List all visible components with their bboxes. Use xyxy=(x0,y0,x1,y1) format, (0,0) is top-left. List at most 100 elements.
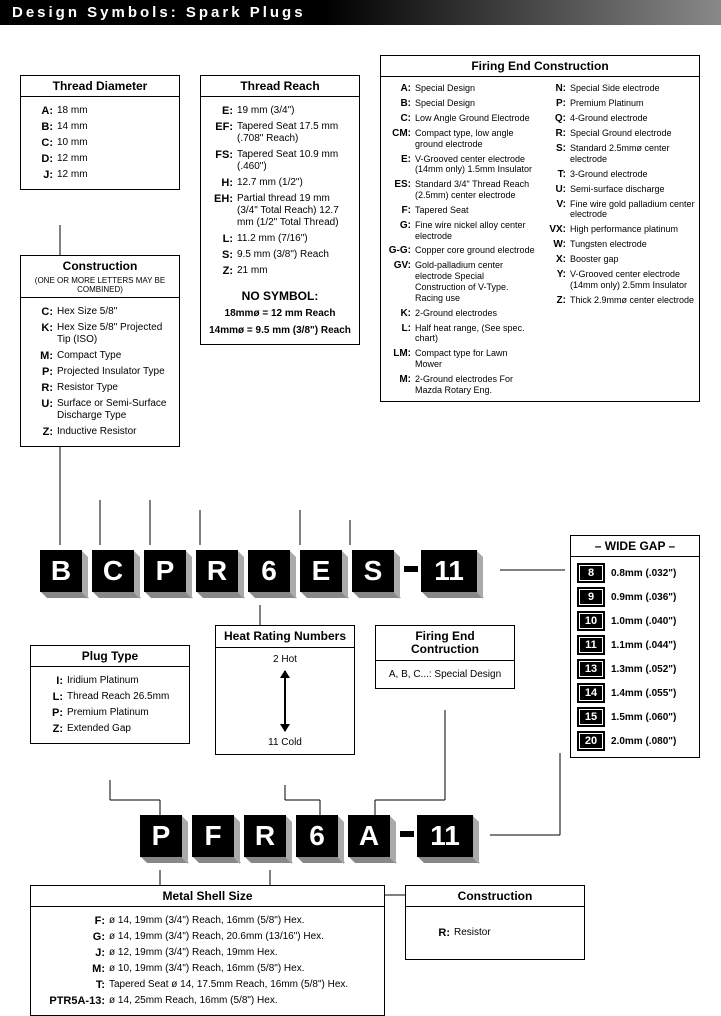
gap-code: 9 xyxy=(577,587,605,607)
gap-value: 1.0mm (.040") xyxy=(611,616,676,627)
metal-shell-box: Metal Shell Size F:ø 14, 19mm (3/4") Rea… xyxy=(30,885,385,1016)
item-value: Low Angle Ground Electrode xyxy=(415,113,536,124)
page-header: Design Symbols: Spark Plugs xyxy=(0,0,721,25)
item-key: L: xyxy=(39,691,67,703)
list-item: Z:Extended Gap xyxy=(39,721,181,737)
list-item: V:Fine wire gold palladium center electr… xyxy=(544,197,695,223)
item-key: W: xyxy=(544,239,570,250)
gap-code: 10 xyxy=(577,611,605,631)
code-letter: P xyxy=(144,550,186,592)
code-cube: 6 xyxy=(248,550,294,596)
code-example-1: BCPR6ES11 xyxy=(40,550,487,596)
item-key: Z: xyxy=(209,265,237,277)
item-key: U: xyxy=(29,398,57,410)
list-item: LM:Compact type for Lawn Mower xyxy=(385,346,536,372)
item-key: PTR5A-13: xyxy=(39,995,109,1007)
item-key: E: xyxy=(209,105,237,117)
item-key: U: xyxy=(544,184,570,195)
gap-code: 15 xyxy=(577,707,605,727)
list-item: PTR5A-13:ø 14, 25mm Reach, 16mm (5/8") H… xyxy=(39,993,376,1009)
item-value: Compact type for Lawn Mower xyxy=(415,348,536,370)
item-value: Tapered Seat ø 14, 17.5mm Reach, 16mm (5… xyxy=(109,979,376,991)
item-value: Hex Size 5/8" xyxy=(57,306,171,318)
code-letter: R xyxy=(244,815,286,857)
list-item: S:Standard 2.5mmø center electrode xyxy=(544,141,695,167)
list-item: X:Booster gap xyxy=(544,252,695,267)
item-key: CM: xyxy=(385,128,415,139)
code-cube: F xyxy=(192,815,238,861)
item-key: M: xyxy=(385,374,415,385)
firing-end-2-box: Firing End Contruction A, B, C...: Speci… xyxy=(375,625,515,689)
code-example-2: PFR6A11 xyxy=(140,815,483,861)
gap-row: 10 1.0mm (.040") xyxy=(571,609,699,633)
item-value: 18 mm xyxy=(57,105,171,117)
item-key: L: xyxy=(385,323,415,334)
item-key: C: xyxy=(29,137,57,149)
item-value: Thick 2.9mmø center electrode xyxy=(570,295,695,306)
item-value: 12 mm xyxy=(57,153,171,165)
list-item: Q:4-Ground electrode xyxy=(544,111,695,126)
plug-type-title: Plug Type xyxy=(31,646,189,667)
gap-value: 1.4mm (.055") xyxy=(611,688,676,699)
item-value: Tapered Seat 17.5 mm (.708" Reach) xyxy=(237,121,351,145)
list-item: C:Low Angle Ground Electrode xyxy=(385,111,536,126)
code-cube: R xyxy=(196,550,242,596)
item-value: Projected Insulator Type xyxy=(57,366,171,378)
code-letter: 11 xyxy=(421,550,477,592)
list-item: K:Hex Size 5/8" Projected Tip (ISO) xyxy=(29,320,171,348)
item-value: Special Design xyxy=(415,83,536,94)
item-value: Extended Gap xyxy=(67,723,181,735)
heat-hot: 2 Hot xyxy=(222,654,348,665)
item-value: Tungsten electrode xyxy=(570,239,695,250)
item-key: GV: xyxy=(385,260,415,271)
item-key: P: xyxy=(29,366,57,378)
code-letter: A xyxy=(348,815,390,857)
item-value: 3-Ground electrode xyxy=(570,169,695,180)
list-item: S:9.5 mm (3/8") Reach xyxy=(209,247,351,263)
item-value: V-Grooved center electrode (14mm only) 2… xyxy=(570,269,695,291)
gap-row: 111.1mm (.044") xyxy=(571,633,699,657)
list-item: J:ø 12, 19mm (3/4") Reach, 19mm Hex. xyxy=(39,945,376,961)
list-item: B:14 mm xyxy=(29,119,171,135)
list-item: H:12.7 mm (1/2") xyxy=(209,175,351,191)
item-key: B: xyxy=(385,98,415,109)
gap-value: 1.1mm (.044") xyxy=(611,640,676,651)
code-cube: 11 xyxy=(421,550,481,596)
list-item: M:ø 10, 19mm (3/4") Reach, 16mm (5/8") H… xyxy=(39,961,376,977)
list-item: M:2-Ground electrodes For Mazda Rotary E… xyxy=(385,372,536,398)
item-value: 2-Ground electrodes For Mazda Rotary Eng… xyxy=(415,374,536,396)
item-value: ø 14, 19mm (3/4") Reach, 16mm (5/8") Hex… xyxy=(109,915,376,927)
gap-row: 131.3mm (.052") xyxy=(571,657,699,681)
thread-reach-title: Thread Reach xyxy=(201,76,359,97)
item-value: Special Ground electrode xyxy=(570,128,695,139)
thread-diameter-title: Thread Diameter xyxy=(21,76,179,97)
no-symbol-line-1: 14mmø = 9.5 mm (3/8") Reach xyxy=(201,322,359,344)
code-letter: B xyxy=(40,550,82,592)
code-cube: B xyxy=(40,550,86,596)
list-item: L:Half heat range, (See spec. chart) xyxy=(385,321,536,347)
item-value: 4-Ground electrode xyxy=(570,113,695,124)
item-value: 14 mm xyxy=(57,121,171,133)
list-item: P:Premium Platinum xyxy=(544,96,695,111)
firing-end-box: Firing End Construction A:Special Design… xyxy=(380,55,700,402)
construction2-title: Construction xyxy=(406,886,584,907)
item-key: K: xyxy=(385,308,415,319)
list-item: I:Iridium Platinum xyxy=(39,673,181,689)
item-key: P: xyxy=(544,98,570,109)
code-letter: 11 xyxy=(417,815,473,857)
item-key: N: xyxy=(544,83,570,94)
item-key: G: xyxy=(385,220,415,231)
code-cube: P xyxy=(144,550,190,596)
gap-value: 2.0mm (.080") xyxy=(611,736,676,747)
list-item: K:2-Ground electrodes xyxy=(385,306,536,321)
item-value: Tapered Seat 10.9 mm (.460") xyxy=(237,149,351,173)
item-key: S: xyxy=(544,143,570,154)
item-value: 21 mm xyxy=(237,265,351,277)
item-value: 11.2 mm (7/16") xyxy=(237,233,351,245)
gap-value: 0.9mm (.036") xyxy=(611,592,676,603)
gap-value: 1.5mm (.060") xyxy=(611,712,676,723)
list-item: Z:Inductive Resistor xyxy=(29,424,171,440)
item-key: T: xyxy=(544,169,570,180)
list-item: P:Premium Platinum xyxy=(39,705,181,721)
list-item: D:12 mm xyxy=(29,151,171,167)
